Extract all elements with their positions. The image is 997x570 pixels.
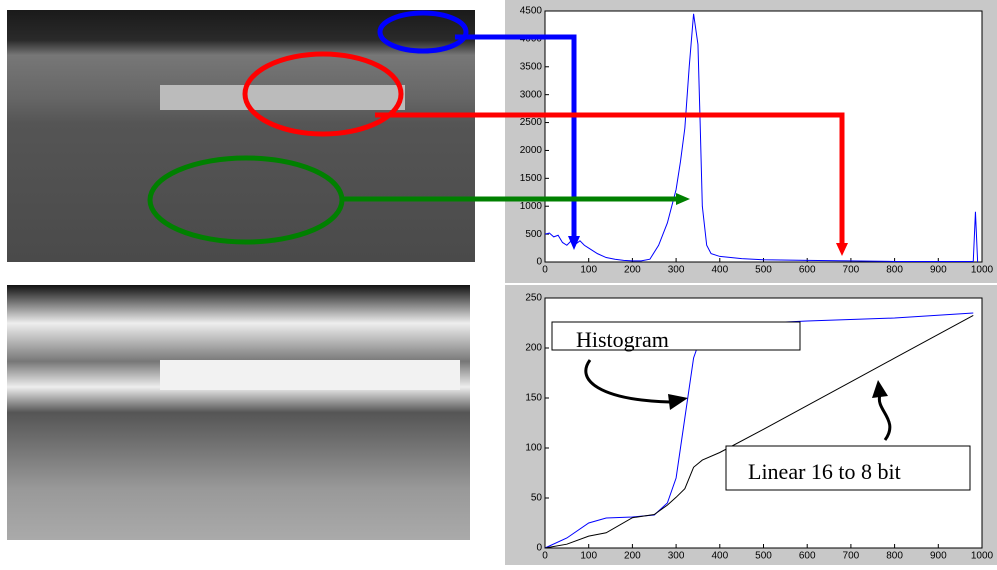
x-tick-label: 1000	[971, 265, 994, 276]
x-tick-label: 100	[580, 265, 597, 276]
x-tick-label: 500	[755, 265, 772, 276]
x-tick-label: 100	[580, 551, 597, 562]
x-tick-label: 900	[930, 265, 947, 276]
y-tick-label: 2500	[520, 117, 543, 128]
x-tick-label: 900	[930, 551, 947, 562]
y-tick-label: 2000	[520, 145, 543, 156]
y-tick-label: 150	[525, 393, 542, 404]
thermal-image-equalized	[7, 285, 470, 540]
annotation: Histogram	[576, 327, 669, 352]
x-tick-label: 200	[624, 265, 641, 276]
y-tick-label: 250	[525, 293, 542, 304]
y-tick-label: 50	[531, 493, 543, 504]
arrow	[584, 359, 671, 404]
x-tick-label: 0	[542, 265, 548, 276]
x-tick-label: 400	[711, 551, 728, 562]
series-line	[544, 314, 974, 549]
y-tick-label: 0	[536, 543, 542, 554]
x-tick-label: 200	[624, 551, 641, 562]
arrowhead	[668, 394, 688, 410]
x-tick-label: 800	[886, 265, 903, 276]
y-tick-label: 200	[525, 343, 542, 354]
x-tick-label: 700	[843, 265, 860, 276]
arrow	[455, 34, 577, 238]
x-tick-label: 800	[886, 551, 903, 562]
y-tick-label: 100	[525, 443, 542, 454]
arrowhead	[568, 236, 580, 250]
x-tick-label: 600	[799, 265, 816, 276]
x-tick-label: 500	[755, 551, 772, 562]
region-annotations	[147, 10, 848, 256]
sky-region	[377, 10, 469, 54]
y-tick-label: 3500	[520, 61, 543, 72]
plots: 0 100 200 300 400 500 600 700 800 900 100005001000…	[520, 6, 994, 562]
thermal-image-original	[7, 10, 475, 262]
annotation-box	[725, 445, 971, 491]
arrow	[877, 394, 892, 441]
vehicles	[160, 360, 460, 390]
y-tick-label: 4500	[520, 6, 543, 17]
y-tick-label: 1500	[520, 173, 543, 184]
x-tick-label: 300	[668, 551, 685, 562]
arrowhead	[676, 193, 690, 205]
y-tick-label: 1000	[520, 201, 543, 212]
plot-area	[544, 10, 983, 263]
vehicles	[160, 85, 405, 110]
y-tick-label: 500	[525, 229, 542, 240]
annotation: Linear 16 to 8 bit	[748, 459, 901, 484]
vehicle-region	[242, 51, 404, 137]
arrowhead	[836, 243, 848, 256]
x-tick-label: 1000	[971, 551, 994, 562]
annotation-box	[551, 321, 801, 351]
y-tick-label: 3000	[520, 89, 543, 100]
x-tick-label: 400	[711, 265, 728, 276]
arrowhead	[872, 380, 888, 398]
x-tick-label: 600	[799, 551, 816, 562]
y-tick-label: 0	[536, 257, 542, 268]
arrow	[375, 112, 845, 245]
x-tick-label: 0	[542, 551, 548, 562]
x-tick-label: 300	[668, 265, 685, 276]
x-tick-label: 700	[843, 551, 860, 562]
